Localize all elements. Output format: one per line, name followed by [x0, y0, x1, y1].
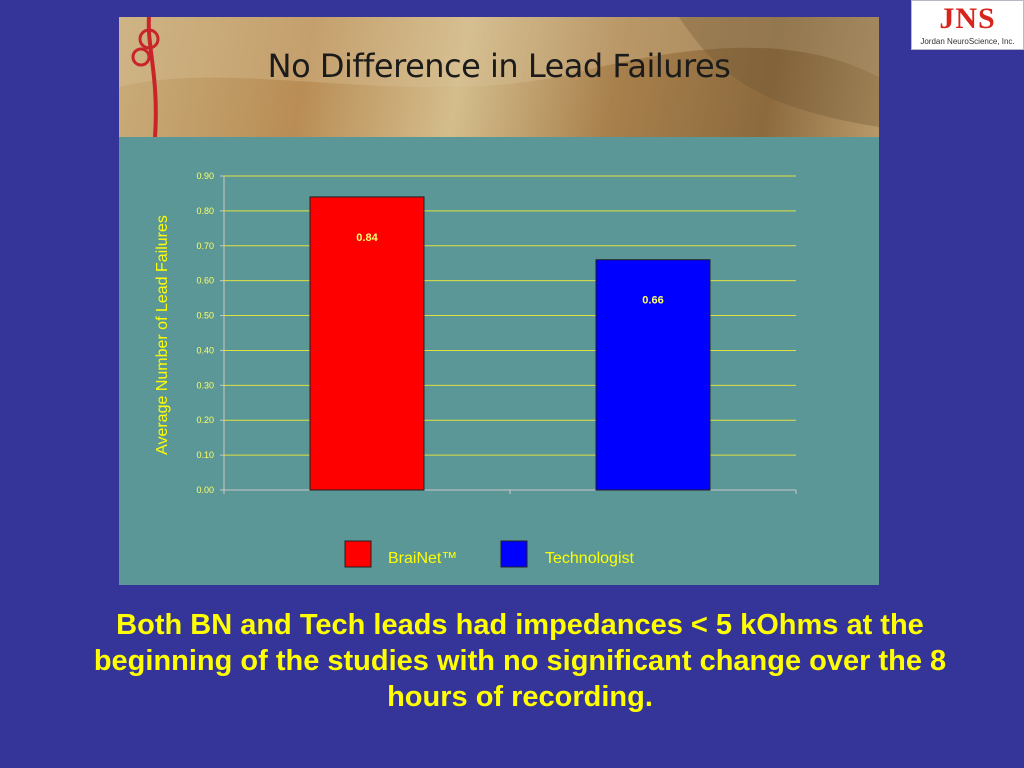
y-tick-label: 0.10: [196, 450, 214, 460]
y-tick-label: 0.60: [196, 276, 214, 286]
chart-panel: No Difference in Lead Failures 0.00 0.10 0…: [119, 17, 879, 585]
legend-swatch: [344, 540, 372, 568]
y-tick-label: 0.70: [196, 241, 214, 251]
company-logo: JNS Jordan NeuroScience, Inc.: [911, 0, 1024, 50]
title-banner: No Difference in Lead Failures: [119, 17, 879, 137]
y-axis-label: Average Number of Lead Failures: [154, 215, 171, 455]
bar-data-label: 0.66: [642, 295, 663, 307]
legend-label: Technologist: [545, 550, 635, 567]
chart-title: No Difference in Lead Failures: [267, 47, 731, 85]
bar-brainet: [309, 196, 425, 491]
bar-chart: 0.00 0.10 0.20 0.30 0.40 0.50 0.60 0.70 0.80 0.90…: [154, 171, 797, 568]
banner-texture: [119, 17, 879, 137]
y-tick-label: 0.90: [196, 171, 214, 181]
logo-mark: JNS: [939, 2, 996, 35]
slide-caption: Both BN and Tech leads had impedances < …: [93, 609, 947, 713]
legend-label: BraiNet™: [388, 550, 457, 567]
y-tick-label: 0.30: [196, 380, 214, 390]
legend-swatch: [500, 540, 528, 568]
y-tick-label: 0.80: [196, 206, 214, 216]
y-tick-label: 0.00: [196, 485, 214, 495]
red-cord-icon: [146, 17, 158, 137]
y-tick-label: 0.50: [196, 311, 214, 321]
logo-subtitle: Jordan NeuroScience, Inc.: [920, 37, 1015, 46]
y-tick-label: 0.40: [196, 345, 214, 355]
bar-data-label: 0.84: [356, 232, 378, 244]
bar-technologist: [595, 259, 711, 491]
y-tick-label: 0.20: [196, 415, 214, 425]
